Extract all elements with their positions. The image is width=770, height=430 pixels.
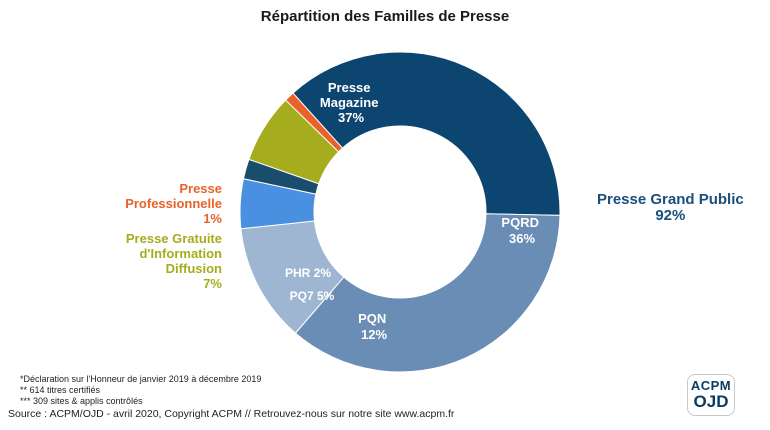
slice-presse-professionnelle [284,92,344,153]
footnote: ** 614 titres certifiés [20,385,101,395]
footnotes: *Déclaration sur l'Honneur de janvier 20… [20,374,261,407]
footnote: *Déclaration sur l'Honneur de janvier 20… [20,374,262,384]
slice-pqrd [294,213,561,373]
slice-label-pq7: PQ7 5% [290,289,335,303]
slice-label-pqn: PQN 12% [358,311,390,342]
acpm-ojd-logo: ACPM OJD [687,374,735,416]
source-line: Source : ACPM/OJD - avril 2020, Copyrigh… [8,408,455,420]
label-presse-grand-public: Presse Grand Public 92% [597,191,744,224]
footnote: *** 309 sites & applis contrôlés [20,396,143,406]
slice-presse-magazine [292,51,561,216]
slice-label-presse-magazine: Presse Magazine 37% [320,80,382,125]
slice-label-pqrd: PQRD 36% [501,215,542,246]
slice-label-phr: PHR 2% [285,266,331,280]
label-presse-professionnelle: Presse Professionnelle 1% [125,181,222,226]
label-presse-gratuite: Presse Gratuite d'Information Diffusion … [125,231,222,291]
chart-title: Répartition des Familles de Presse [260,8,510,25]
